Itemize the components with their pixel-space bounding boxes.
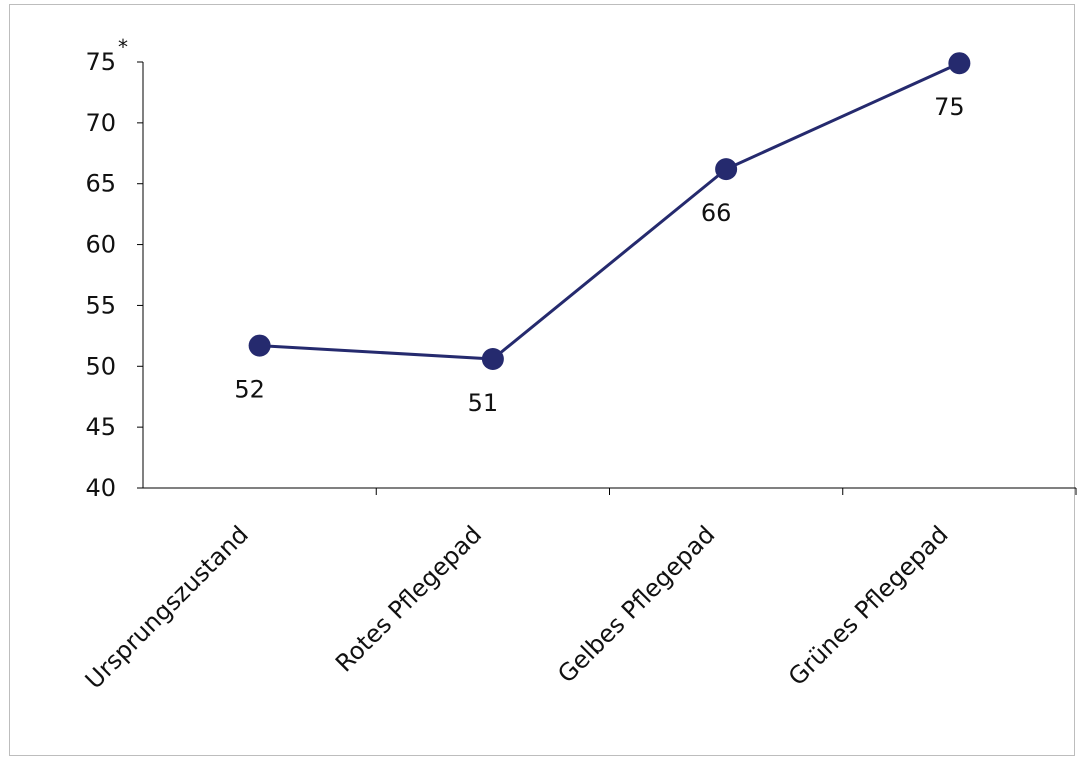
chart-labels: Ursprungszustand Rotes Pflegepad Gelbes Pf… bbox=[80, 93, 965, 694]
x-category-label: Rotes Pflegepad bbox=[330, 520, 487, 677]
x-category-label: Grünes Pflegepad bbox=[783, 520, 954, 691]
y-tick-label: 70 bbox=[85, 109, 116, 137]
y-tick-label: 45 bbox=[85, 413, 116, 441]
data-point bbox=[248, 334, 271, 357]
x-category-label: Ursprungszustand bbox=[80, 520, 254, 694]
chart-frame bbox=[9, 4, 1075, 756]
chart-marks bbox=[248, 52, 971, 370]
y-tick-label: 55 bbox=[85, 291, 116, 319]
y-tick-label: 75 bbox=[85, 48, 116, 76]
y-tick-label: 60 bbox=[85, 231, 116, 259]
data-label: 51 bbox=[468, 389, 499, 417]
y-tick-label: 50 bbox=[85, 352, 116, 380]
y-tick-label: 65 bbox=[85, 170, 116, 198]
x-category-label: Gelbes Pflegepad bbox=[552, 520, 720, 688]
series-line bbox=[259, 61, 960, 361]
data-point bbox=[715, 158, 738, 181]
y-max-annotation: * bbox=[118, 35, 128, 59]
y-tick-label: 40 bbox=[85, 474, 116, 502]
data-point bbox=[481, 347, 504, 370]
data-label: 66 bbox=[701, 199, 732, 227]
data-label: 52 bbox=[234, 376, 265, 404]
data-point bbox=[948, 52, 971, 75]
data-label: 75 bbox=[934, 93, 965, 121]
